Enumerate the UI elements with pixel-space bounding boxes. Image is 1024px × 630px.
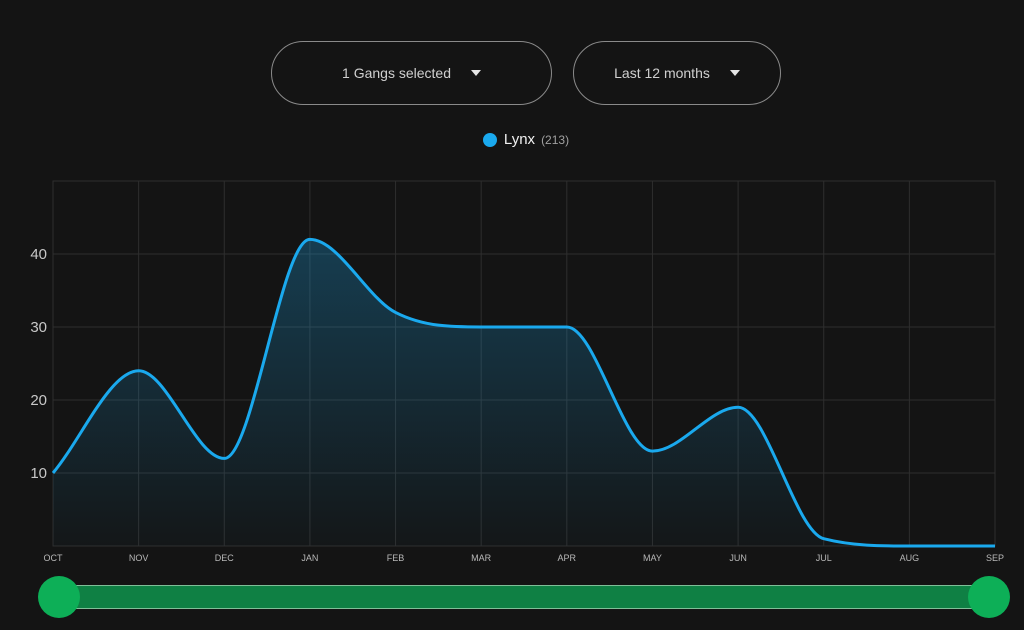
data-point[interactable] [48, 468, 58, 478]
series-line[interactable] [51, 237, 995, 548]
x-tick-label: MAR [471, 553, 492, 563]
gang-selector-label: 1 Gangs selected [342, 65, 451, 81]
y-tick-label: 20 [30, 392, 47, 409]
range-slider-end-handle[interactable] [968, 576, 1010, 618]
data-point[interactable] [990, 541, 1000, 551]
range-slider-track[interactable] [59, 585, 989, 609]
x-tick-label: OCT [44, 553, 64, 563]
legend-color-dot[interactable] [482, 132, 497, 147]
data-point[interactable] [391, 307, 401, 317]
data-point[interactable] [562, 322, 572, 332]
x-tick-label: DEC [215, 553, 235, 563]
y-tick-label: 40 [30, 246, 47, 263]
legend-series-count: (213) [541, 132, 570, 147]
data-point[interactable] [305, 234, 315, 244]
x-tick-label: JAN [301, 553, 318, 563]
caret-down-icon [729, 70, 740, 76]
data-point[interactable] [733, 402, 743, 412]
x-tick-label: SEP [986, 553, 1004, 563]
y-tick-label: 10 [30, 465, 47, 482]
series-area-fill [53, 239, 995, 546]
legend-series-name[interactable]: Lynx [503, 131, 536, 148]
range-slider-start-handle[interactable] [38, 576, 80, 618]
gang-selector[interactable]: 1 Gangs selected [271, 41, 552, 105]
period-selector-label: Last 12 months [614, 65, 710, 81]
y-tick-label: 30 [30, 319, 47, 336]
period-selector[interactable]: Last 12 months [573, 41, 781, 105]
x-tick-label: JUN [729, 553, 747, 563]
x-tick-label: MAY [643, 553, 662, 563]
data-point[interactable] [819, 534, 829, 544]
data-point[interactable] [647, 446, 657, 456]
x-tick-label: JUL [816, 553, 832, 563]
data-point[interactable] [904, 541, 914, 551]
x-tick-label: FEB [387, 553, 405, 563]
x-tick-label: APR [558, 553, 577, 563]
data-point[interactable] [134, 366, 144, 376]
data-point[interactable] [476, 322, 486, 332]
data-point[interactable] [219, 453, 229, 463]
x-tick-label: AUG [900, 553, 920, 563]
caret-down-icon [470, 70, 481, 76]
area-chart: 10 20 30 40 OCT NOV DEC JAN FEB MAR APR MAY JUN JUL AU… [30, 180, 1004, 563]
chart-legend: Lynx (213) [0, 131, 1024, 148]
x-tick-label: NOV [129, 553, 149, 563]
